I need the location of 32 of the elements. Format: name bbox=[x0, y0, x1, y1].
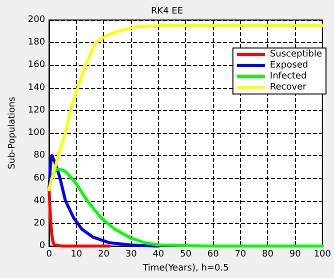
y-tick-label: 0 bbox=[39, 241, 46, 252]
x-axis-title: Time(Years), h=0.5 bbox=[142, 264, 229, 274]
y-tick-label: 160 bbox=[28, 60, 46, 70]
y-axis-title: Sub-Populations bbox=[8, 96, 18, 170]
line-series bbox=[48, 154, 160, 248]
y-tick-label: 20 bbox=[34, 218, 46, 228]
y-tick-label: 60 bbox=[34, 173, 46, 184]
y-tick-label: 100 bbox=[28, 128, 46, 138]
y-tick-label: 140 bbox=[28, 82, 46, 93]
x-tick-label: 100 bbox=[314, 250, 332, 260]
y-tick-label: 120 bbox=[28, 105, 46, 116]
x-tick-label: 70 bbox=[234, 250, 246, 260]
legend-label: Exposed bbox=[270, 60, 308, 70]
line-series bbox=[48, 24, 324, 192]
x-tick-label: 20 bbox=[98, 250, 110, 260]
legend-label: Recover bbox=[270, 82, 307, 92]
x-tick-label: 40 bbox=[152, 250, 164, 260]
x-tick-label: 60 bbox=[207, 250, 220, 260]
x-tick-label: 0 bbox=[46, 250, 52, 260]
y-tick-label: 200 bbox=[28, 15, 46, 25]
legend-label: Susceptible bbox=[270, 50, 322, 60]
legend-label: Infected bbox=[270, 72, 307, 82]
chart-title: RK4 EE bbox=[150, 6, 184, 16]
y-tick-label: 80 bbox=[34, 150, 46, 161]
x-tick-label: 10 bbox=[70, 250, 82, 260]
line-series bbox=[48, 188, 111, 248]
x-tick-label: 80 bbox=[262, 250, 274, 260]
y-tick-label: 180 bbox=[28, 38, 46, 48]
y-tick-label: 40 bbox=[34, 196, 46, 206]
x-tick-label: 90 bbox=[289, 250, 302, 260]
x-tick-label: 30 bbox=[125, 250, 138, 260]
x-tick-label: 50 bbox=[180, 250, 192, 260]
